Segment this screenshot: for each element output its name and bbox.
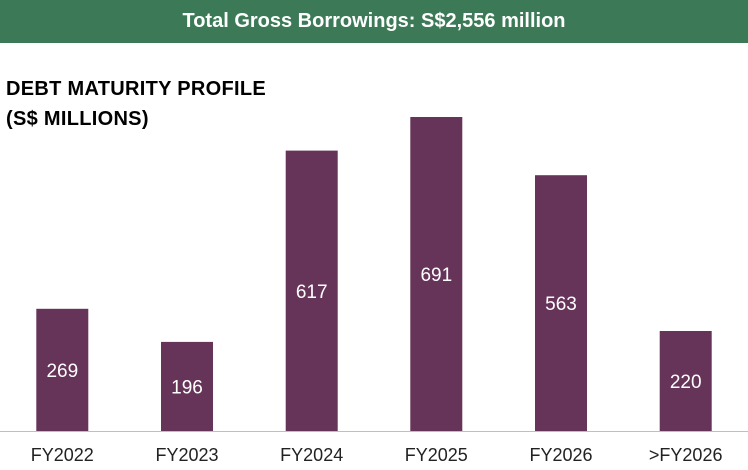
x-tick-label: FY2025 <box>405 445 468 465</box>
total-borrowings-banner: Total Gross Borrowings: S$2,556 million <box>0 0 748 43</box>
chart-subtitle: (S$ MILLIONS) <box>6 108 149 130</box>
bar-value-label: 563 <box>545 294 577 315</box>
banner-text: Total Gross Borrowings: S$2,556 million <box>182 10 566 32</box>
bar-value-label: 196 <box>171 378 203 399</box>
chart-title-block: DEBT MATURITY PROFILE (S$ MILLIONS) <box>6 74 266 134</box>
bar-value-label: 691 <box>420 265 452 286</box>
bar-value-label: 220 <box>670 372 702 393</box>
bar-fy2024 <box>285 150 338 431</box>
bar-fy2026 <box>535 175 587 431</box>
x-tick-label: FY2026 <box>529 445 592 465</box>
bar-fy2023 <box>161 341 213 431</box>
chart-title: DEBT MATURITY PROFILE <box>6 78 267 100</box>
bar-fy2022 <box>36 308 89 431</box>
x-tick-label: FY2023 <box>155 445 218 465</box>
x-tick-label: FY2022 <box>31 445 94 465</box>
x-tick-label: >FY2026 <box>649 445 723 465</box>
x-tick-label: FY2024 <box>280 445 343 465</box>
bar-value-label: 617 <box>296 282 328 303</box>
bar-fy2025 <box>410 117 463 431</box>
bar-after-fy2026 <box>659 331 712 431</box>
bar-value-label: 269 <box>46 361 78 382</box>
